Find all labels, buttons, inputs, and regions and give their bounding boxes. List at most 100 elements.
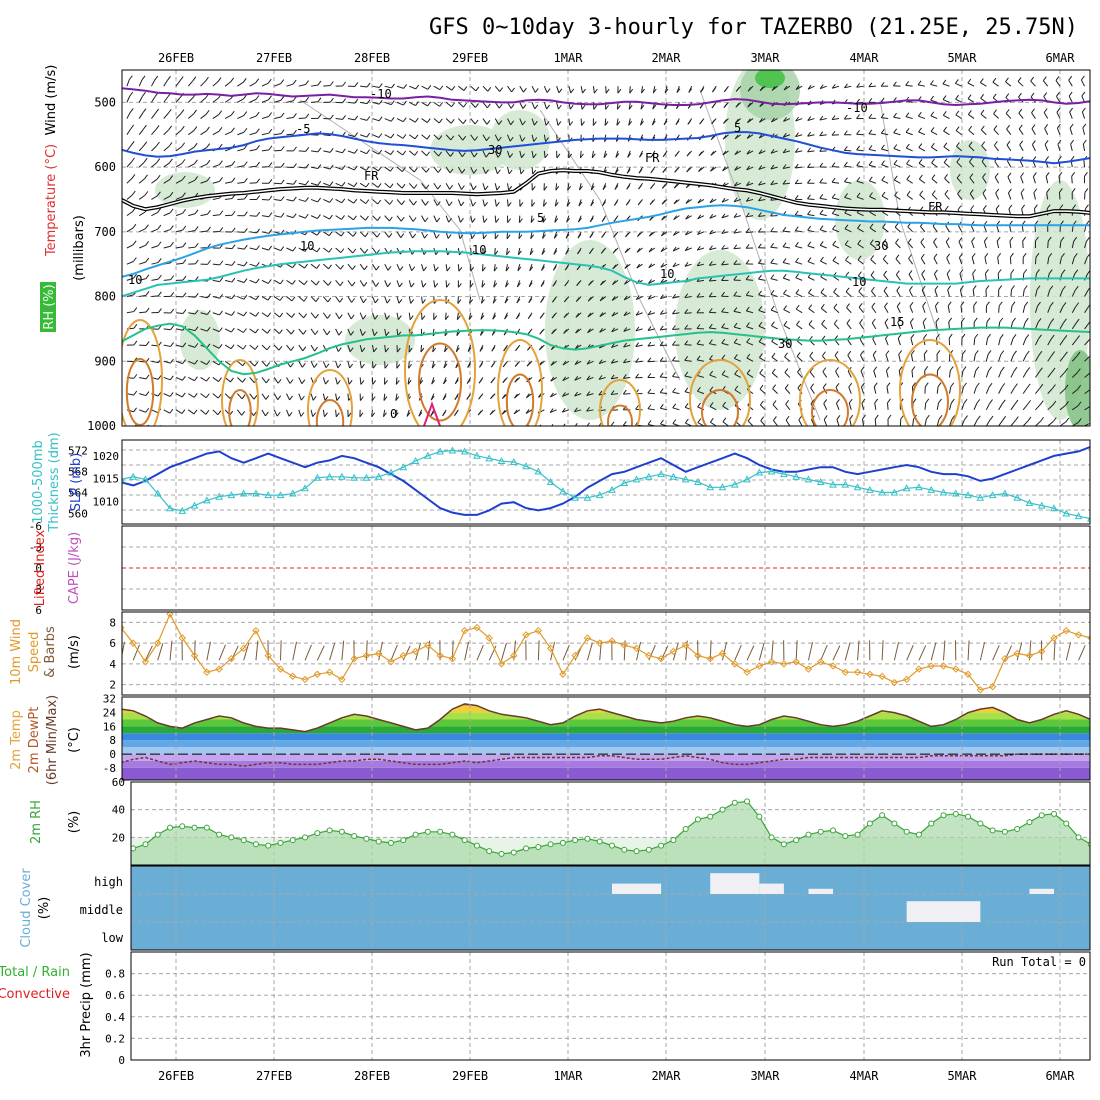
ylabel-lifted-index: Lifted Index — [33, 529, 48, 606]
wind-barb — [871, 322, 877, 330]
wind-barb-flag — [280, 229, 285, 235]
wind-barb — [139, 294, 147, 298]
wind-barb — [1083, 160, 1086, 168]
wind-barb — [445, 150, 451, 157]
wind-barb — [286, 247, 294, 252]
wind-barb — [212, 296, 220, 299]
wind-barb-flag — [686, 151, 691, 157]
wind-barb-flag — [1032, 172, 1037, 177]
surface-wind-barb — [918, 645, 927, 661]
wind-barb — [200, 312, 208, 315]
wind-barb — [820, 244, 827, 249]
wind-barb — [684, 263, 692, 267]
wind-barb-flag — [131, 157, 135, 163]
wind-barb-flag — [758, 180, 762, 186]
thickness-point — [571, 493, 580, 501]
surface-wind-barb — [206, 641, 212, 661]
wind-barb — [795, 214, 803, 217]
wind-barb-flag — [586, 391, 591, 396]
wind-barb-flag — [365, 182, 370, 188]
rh2m-point — [830, 827, 836, 834]
wind-barb — [138, 145, 145, 152]
wind-barb-flag — [230, 377, 234, 383]
thickness-point — [460, 447, 469, 455]
surface-wind-barb — [218, 644, 226, 661]
wind-barb — [335, 118, 343, 120]
rh2m-point — [977, 820, 984, 827]
wind-barb-flag — [672, 262, 677, 268]
pressure-tick-label: 600 — [94, 160, 116, 174]
wind-barb-flag — [1045, 156, 1050, 161]
wind-barb-flag — [937, 382, 942, 387]
wind-barb-flag — [685, 199, 690, 204]
wind-barb — [648, 296, 656, 300]
wind-barb-flag — [219, 160, 223, 165]
wind-barb-flag — [938, 398, 942, 404]
wind-speed-point — [988, 682, 997, 691]
wind-speed-point — [485, 634, 493, 642]
wind-barb — [237, 296, 245, 300]
wind-speed-point — [460, 626, 469, 635]
wind-barb — [1071, 405, 1079, 411]
slp-thickness-plot — [122, 446, 1090, 522]
surface-wind-barb — [734, 644, 742, 661]
wind-barb — [894, 226, 901, 233]
x-date-label-bottom: 27FEB — [256, 1069, 292, 1083]
wind-barb-flag — [911, 350, 915, 355]
thickness-point — [239, 489, 248, 497]
rh2m-point — [535, 844, 542, 851]
wind-barb-flag — [482, 266, 486, 272]
surface-wind-barb — [255, 640, 259, 661]
wind-barb — [421, 85, 429, 90]
rh-shading-area — [950, 140, 990, 200]
wind-barb-flag — [611, 327, 616, 333]
wind-barb — [971, 257, 975, 265]
surface-wind-barb — [586, 642, 593, 661]
wind-barb — [163, 129, 170, 136]
wind-barb-flag — [976, 415, 981, 421]
thickness-point — [595, 491, 604, 499]
wind-barb — [359, 231, 366, 238]
wind-barb — [507, 166, 510, 175]
wind-barb-flag — [420, 347, 425, 353]
wind-barb — [335, 215, 342, 220]
wind-barb — [1022, 354, 1027, 362]
wind-barb-flag — [808, 288, 812, 294]
wind-barb — [261, 231, 269, 234]
surface-wind-barb — [501, 642, 507, 661]
wind-barb — [972, 273, 975, 281]
wind-speed-point — [1074, 631, 1083, 639]
wind-barb — [944, 193, 950, 200]
wind-barb — [770, 293, 778, 298]
wind-barb — [629, 86, 631, 94]
wind-barb-flag — [807, 147, 811, 153]
surface-wind-barb — [132, 644, 140, 661]
wind-speed-point — [915, 665, 923, 673]
wind-barb — [859, 338, 864, 346]
wind-barb-flag — [647, 357, 652, 363]
wind-barb — [187, 130, 195, 136]
wind-barb-flag — [871, 302, 876, 308]
wind-barb — [807, 214, 815, 217]
wind-barb-flag — [400, 233, 405, 239]
wind-barb — [973, 338, 976, 346]
wind-barb-flag — [218, 377, 222, 382]
wind-barb-flag — [478, 427, 481, 431]
wind-barb-flag — [268, 212, 273, 218]
wind-barb — [1006, 128, 1012, 136]
wind-barb-flag — [949, 366, 954, 371]
wind-barb-flag — [1047, 236, 1052, 242]
wind-barb-flag — [1032, 156, 1037, 161]
wind-speed-point — [203, 668, 211, 676]
wind-barb-flag — [1056, 107, 1061, 113]
wind-barb-flag — [984, 236, 988, 242]
wind-barb-flag — [599, 296, 604, 302]
thickness-point — [399, 463, 408, 471]
wind-barb — [758, 150, 766, 155]
wind-barb-flag — [374, 298, 379, 304]
wind-barb-flag — [997, 252, 1002, 258]
rh2m-point — [179, 823, 186, 830]
wind-barb-flag — [182, 209, 187, 214]
wind-barb-flag — [359, 396, 364, 401]
wind-barb — [872, 338, 877, 346]
